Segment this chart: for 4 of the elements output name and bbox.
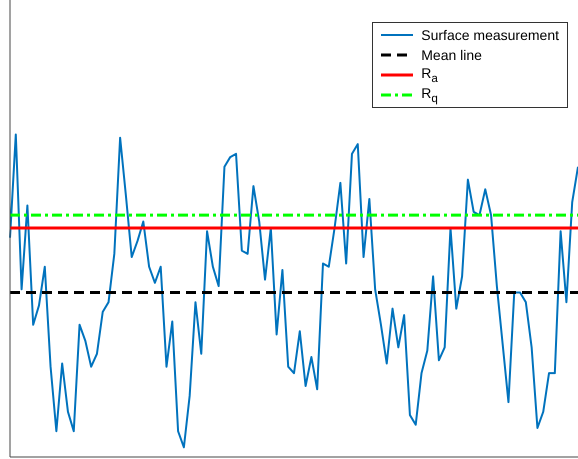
legend-label: R$_{q}$ [421,85,438,105]
legend-label: R$_{a}$ [421,65,438,85]
legend-label: Surface measurement [421,27,559,43]
legend-label: Mean line [421,47,482,63]
